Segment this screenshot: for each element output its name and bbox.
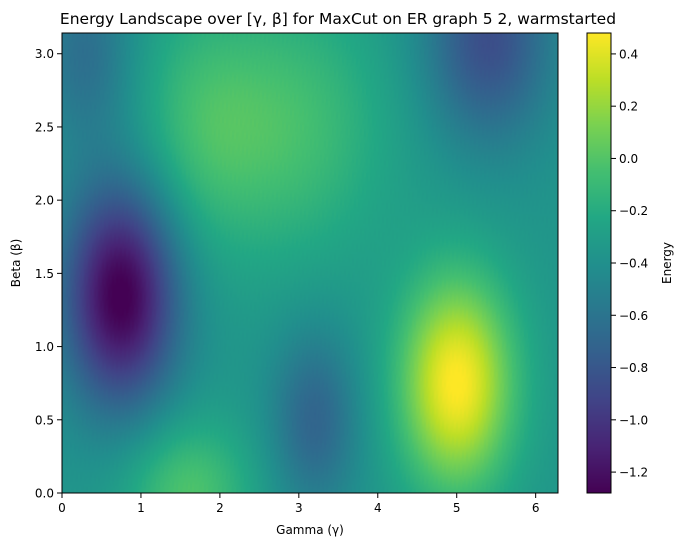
colorbar-tick-label: 0.4: [619, 47, 638, 61]
colorbar-canvas: [587, 33, 611, 493]
x-tick-label: 4: [374, 501, 382, 515]
colorbar-tick-label: −1.0: [619, 413, 648, 427]
y-tick-label: 1.5: [35, 267, 54, 281]
x-tick-label: 5: [453, 501, 461, 515]
colorbar-tick-label: −0.6: [619, 309, 648, 323]
colorbar-ticks: −1.2 −1.0 −0.8 −0.6 −0.4 −0.2 0.0 0.2 0.4: [611, 47, 648, 480]
y-tick-label: 3.0: [35, 47, 54, 61]
colorbar-tick-label: −0.2: [619, 204, 648, 218]
x-axis: 0 1 2 3 4 5 6: [58, 493, 539, 515]
y-axis: 0.0 0.5 1.0 1.5 2.0 2.5 3.0: [35, 47, 62, 501]
x-tick-label: 2: [216, 501, 224, 515]
x-tick-label: 3: [295, 501, 303, 515]
colorbar-tick-label: −0.4: [619, 257, 648, 271]
y-tick-label: 1.0: [35, 340, 54, 354]
heatmap-canvas: [62, 33, 558, 493]
colorbar-tick-label: 0.0: [619, 152, 638, 166]
y-tick-label: 0.5: [35, 413, 54, 427]
chart-title: Energy Landscape over [γ, β] for MaxCut …: [60, 10, 616, 28]
colorbar-tick-label: −0.8: [619, 361, 648, 375]
y-axis-label: Beta (β): [9, 239, 23, 288]
y-tick-label: 0.0: [35, 487, 54, 501]
y-tick-label: 2.5: [35, 120, 54, 134]
colorbar: −1.2 −1.0 −0.8 −0.6 −0.4 −0.2 0.0 0.2 0.4 Energy: [586, 32, 674, 494]
x-axis-label: Gamma (γ): [276, 523, 344, 537]
plot-frame: [61, 32, 559, 494]
colorbar-label: Energy: [660, 242, 674, 284]
colorbar-tick-label: −1.2: [619, 466, 648, 480]
x-tick-label: 1: [137, 501, 145, 515]
y-tick-label: 2.0: [35, 194, 54, 208]
x-tick-label: 6: [532, 501, 540, 515]
heatmap-area: [61, 32, 559, 494]
colorbar-tick-label: 0.2: [619, 100, 638, 114]
x-tick-label: 0: [58, 501, 66, 515]
